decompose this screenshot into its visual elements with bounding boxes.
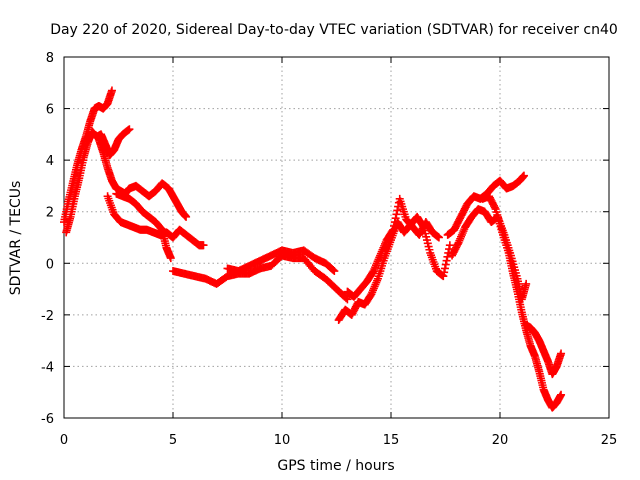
series-arc-3 — [94, 135, 191, 221]
series-arc-10 — [443, 171, 528, 239]
data-point — [440, 268, 449, 277]
grid — [64, 57, 609, 418]
y-tick-label: -2 — [41, 309, 54, 324]
x-tick-label: 15 — [383, 433, 400, 448]
y-tick-label: 0 — [46, 257, 54, 272]
data-point — [389, 225, 398, 234]
data-point — [390, 218, 399, 227]
series-arc-5 — [112, 189, 175, 263]
data-point — [330, 267, 339, 276]
x-axis-label: GPS time / hours — [277, 458, 394, 474]
data-point — [392, 210, 401, 219]
x-tick-label: 5 — [169, 433, 177, 448]
y-axis-label: SDTVAR / TECUs — [8, 181, 24, 296]
data-point — [391, 214, 400, 223]
data-point — [440, 264, 449, 273]
x-tick-label: 20 — [492, 433, 509, 448]
data-point — [439, 272, 448, 281]
data-point — [166, 254, 175, 263]
y-tick-label: -6 — [41, 412, 54, 427]
ticks — [63, 56, 610, 419]
data-point — [445, 241, 454, 250]
data-point — [393, 206, 402, 215]
data-points — [60, 86, 566, 412]
data-point — [343, 295, 352, 304]
data-point — [442, 256, 451, 265]
y-tick-label: 6 — [46, 103, 54, 118]
data-point — [557, 349, 566, 358]
x-tick-label: 10 — [274, 433, 291, 448]
data-point — [329, 266, 338, 275]
data-point — [389, 221, 398, 230]
series-arc-2 — [62, 125, 134, 237]
y-tick-label: 4 — [46, 154, 54, 169]
data-point — [557, 390, 566, 399]
data-point — [453, 240, 462, 249]
chart-title: Day 220 of 2020, Sidereal Day-to-day VTE… — [50, 22, 618, 38]
series-arc-7 — [223, 246, 339, 276]
series-arc-8 — [334, 212, 454, 325]
series-arc-9 — [343, 194, 443, 301]
y-tick-label: -4 — [41, 360, 54, 375]
y-tick-label: 2 — [46, 206, 54, 221]
plot-frame — [63, 56, 610, 419]
data-point — [125, 125, 134, 134]
data-point — [441, 260, 450, 269]
data-point — [490, 203, 499, 212]
x-tick-labels: 0 5 10 15 20 25 — [60, 433, 617, 448]
data-point — [342, 294, 351, 303]
series-arc-6 — [169, 251, 352, 304]
data-point — [199, 241, 208, 250]
x-tick-label: 25 — [601, 433, 618, 448]
y-tick-labels: -6 -4 -2 0 2 4 6 8 — [41, 51, 54, 427]
series-arc-4 — [103, 192, 208, 250]
data-point — [519, 171, 528, 180]
x-tick-label: 0 — [60, 433, 68, 448]
data-point — [388, 227, 397, 236]
y-tick-label: 8 — [46, 51, 54, 66]
series-arc-13 — [522, 321, 566, 379]
data-point — [522, 279, 531, 288]
data-point — [182, 212, 191, 221]
data-point — [107, 86, 116, 95]
data-point — [443, 252, 452, 261]
data-point — [434, 233, 443, 242]
